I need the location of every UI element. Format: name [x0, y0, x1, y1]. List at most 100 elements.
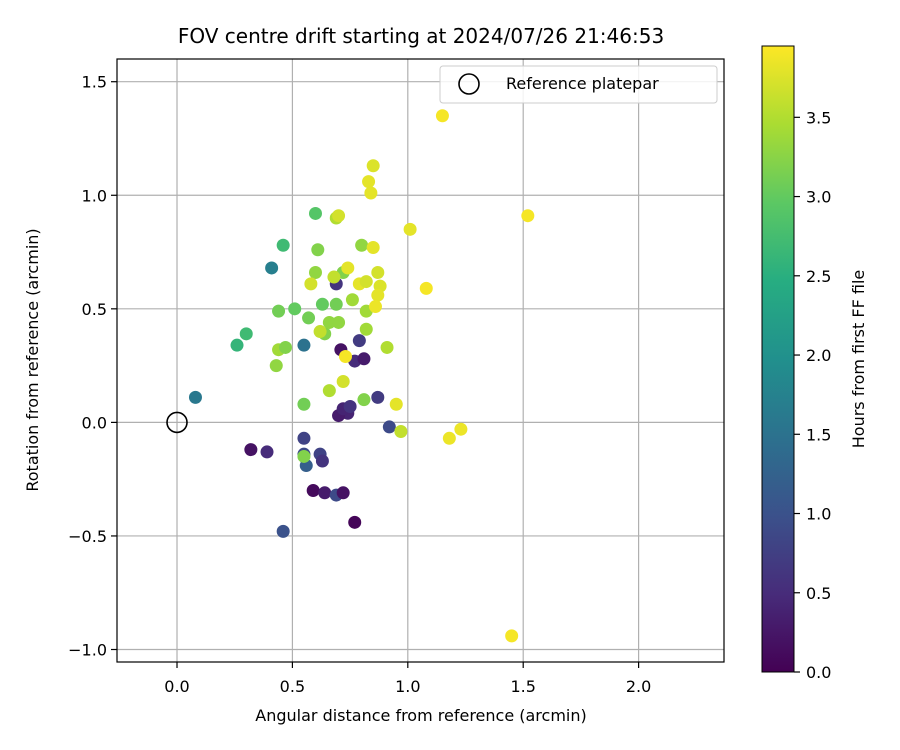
data-point: [269, 359, 283, 373]
y-tick-label: −0.5: [68, 527, 107, 546]
plot-frame: [116, 58, 725, 663]
legend-box: [439, 65, 718, 104]
colorbar-ticks: 0.0 0.5 1.0 1.5 2.0 2.5 3.0 3.5: [794, 108, 831, 682]
y-tick-label: 1.5: [82, 73, 107, 92]
legend-marker-reference: [458, 73, 480, 95]
data-point: [297, 431, 311, 445]
data-point: [341, 261, 355, 275]
data-point: [371, 288, 385, 302]
data-point: [322, 384, 336, 398]
data-point: [366, 241, 380, 255]
data-point: [357, 352, 371, 366]
data-point: [302, 311, 316, 325]
colorbar-tick-label: 0.0: [806, 663, 831, 682]
data-point: [364, 186, 378, 200]
data-point: [304, 277, 318, 291]
data-point: [239, 327, 253, 341]
y-tick-label: 0.0: [82, 413, 107, 432]
colorbar-tick-label: 1.5: [806, 425, 831, 444]
data-point: [371, 265, 385, 279]
data-point: [359, 275, 373, 289]
data-point: [355, 238, 369, 252]
colorbar-tick-label: 3.0: [806, 188, 831, 207]
data-point: [313, 325, 327, 339]
colorbar-tick-label: 1.0: [806, 505, 831, 524]
data-point: [336, 375, 350, 389]
data-point: [419, 281, 433, 295]
x-tick-label: 1.5: [510, 677, 535, 696]
colorbar-tick-label: 3.5: [806, 108, 831, 127]
data-point: [371, 390, 385, 404]
data-point: [297, 449, 311, 463]
data-point: [380, 340, 394, 354]
data-point: [278, 340, 292, 354]
data-point: [359, 322, 373, 336]
data-point: [288, 302, 302, 316]
reference-marker: [166, 411, 188, 434]
data-point: [188, 390, 202, 404]
data-point: [265, 261, 279, 275]
data-point: [343, 399, 357, 413]
y-tick-label: −1.0: [68, 641, 107, 660]
data-point: [505, 629, 519, 643]
colorbar-tick-label: 2.5: [806, 267, 831, 286]
data-point: [329, 297, 343, 311]
data-point: [389, 397, 403, 411]
x-tick-label: 2.0: [626, 677, 651, 696]
data-point: [454, 422, 468, 436]
data-point: [306, 484, 320, 498]
data-point: [315, 454, 329, 468]
data-point: [442, 431, 456, 445]
data-point: [311, 243, 325, 257]
y-axis-ticks: −1.0 −0.5 0.0 0.5 1.0 1.5: [68, 73, 117, 660]
data-point: [297, 397, 311, 411]
data-point: [435, 109, 449, 123]
legend: Reference platepar: [439, 65, 718, 104]
data-point: [368, 300, 382, 314]
data-point: [260, 445, 274, 459]
data-point: [230, 338, 244, 352]
colorbar-tick-label: 2.0: [806, 346, 831, 365]
data-point: [394, 424, 408, 438]
x-tick-label: 0.0: [164, 677, 189, 696]
data-point: [348, 515, 362, 529]
colorbar-tick-label: 0.5: [806, 584, 831, 603]
y-tick-label: 1.0: [82, 186, 107, 205]
x-axis-ticks: 0.0 0.5 1.0 1.5 2.0: [164, 662, 651, 696]
data-point: [276, 238, 290, 252]
colorbar-label: Hours from first FF file: [849, 270, 868, 449]
data-point: [272, 304, 286, 318]
data-point: [297, 338, 311, 352]
data-point: [362, 175, 376, 189]
data-point: [308, 206, 322, 220]
data-point: [357, 393, 371, 407]
colorbar: [761, 45, 795, 673]
data-point: [322, 315, 336, 329]
x-axis-label: Angular distance from reference (arcmin): [255, 706, 586, 725]
data-point: [345, 293, 359, 307]
data-point: [338, 350, 352, 364]
chart-title: FOV centre drift starting at 2024/07/26 …: [178, 24, 664, 48]
data-point: [336, 486, 350, 500]
y-tick-label: 0.5: [82, 300, 107, 319]
data-point: [244, 443, 258, 457]
data-point: [366, 159, 380, 173]
data-point: [403, 222, 417, 236]
data-point: [327, 270, 341, 284]
data-point: [332, 315, 346, 329]
data-point: [332, 209, 346, 223]
x-tick-label: 0.5: [280, 677, 305, 696]
data-points: [188, 109, 535, 643]
data-point: [521, 209, 535, 223]
data-point: [308, 265, 322, 279]
data-point: [352, 334, 366, 348]
data-point: [382, 420, 396, 434]
y-axis-label: Rotation from reference (arcmin): [23, 228, 42, 491]
data-point: [276, 524, 290, 538]
data-point: [318, 486, 332, 500]
data-point: [315, 297, 329, 311]
x-tick-label: 1.0: [395, 677, 420, 696]
legend-label-reference: Reference platepar: [506, 74, 659, 93]
